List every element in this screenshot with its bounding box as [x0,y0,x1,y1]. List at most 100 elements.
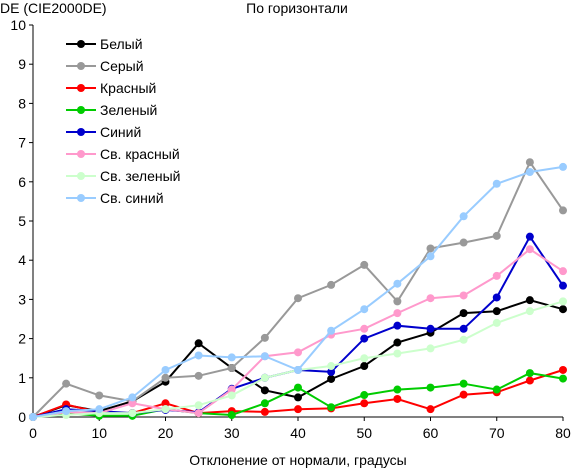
series-7-point [393,349,402,358]
series-8-point [128,393,137,402]
series-2-point [459,238,468,247]
series-6-point [426,294,435,303]
series-5-point [360,334,369,343]
y-tick-label: 10 [10,17,26,33]
series-1-point [559,305,567,314]
series-7-point [360,354,369,363]
series-1-point [294,393,302,402]
legend-swatch-marker [77,40,85,48]
series-5-point [492,293,501,302]
series-2-point [294,294,302,303]
series-8-point [194,351,203,360]
series-5-point [426,324,435,333]
series-2-point [393,297,402,306]
series-6-point [128,399,137,408]
series-3-point [260,407,269,416]
series-1-point [327,374,336,383]
series-2-point [426,244,435,253]
series-8-point [459,212,468,221]
series-6-point [559,267,567,276]
series-8-point [492,179,501,188]
series-5-point [559,281,567,290]
series-1-point [360,362,369,371]
series-7-point [426,344,435,353]
x-tick-label: 80 [555,425,571,441]
series-7-point [128,409,137,418]
y-tick-label: 4 [18,252,26,268]
series-6-point [525,245,534,254]
series-2-point [525,158,534,167]
legend-label: Св. красный [100,146,180,162]
series-2-point [260,333,269,342]
series-4-point [360,391,369,400]
series-7-point [559,297,567,306]
legend-label: Синий [100,124,141,140]
series-1-point [525,296,534,305]
series-3-point [294,405,302,414]
series-8-point [327,326,336,335]
y-tick-label: 2 [18,331,26,347]
series-8-point [161,365,170,374]
series-8-point [360,305,369,314]
series-4-point [559,374,567,383]
legend-swatch-marker [77,84,85,92]
series-7-point [161,405,170,414]
series-7-point [194,401,203,410]
legend-label: Зеленый [100,102,157,118]
series-8-point [559,162,567,171]
x-tick-label: 70 [489,425,505,441]
series-1-point [194,339,203,348]
legend-swatch-marker [77,62,85,70]
axis-ticks: 0 1 2 3 4 5 6 7 8 9 10 0 10 20 30 40 50 60 70 80 [10,17,571,441]
series-4-point [492,385,501,394]
y-axis-label: DE (CIE2000DE) [0,0,107,16]
series-3-point [360,399,369,408]
series-8-point [62,407,71,416]
x-tick-label: 40 [290,425,306,441]
series-8-point [227,353,236,362]
legend: Белый Серый Красный Зеленый Синий Св. красный… [66,36,180,206]
legend-swatch-marker [77,106,85,114]
series-3-point [161,399,170,408]
series-5-point [525,232,534,241]
y-tick-label: 1 [18,370,26,386]
legend-label: Св. зеленый [100,168,180,184]
series-3-point [459,390,468,399]
series-6-point [227,385,236,394]
series-6-point [492,271,501,280]
legend-label: Св. синий [100,190,164,206]
series-5-point [459,324,468,333]
series-2-point [161,373,170,382]
series-5-point [327,367,336,376]
series-6-point [294,348,302,357]
series-8-point [29,413,37,421]
legend-label: Серый [100,58,144,74]
y-tick-label: 8 [18,95,26,111]
x-tick-label: 60 [423,425,439,441]
series-3-point [393,394,402,403]
series-8-point [525,168,534,176]
legend-label: Белый [100,36,143,52]
series-4-point [393,385,402,394]
chart-title: По горизонтали [246,0,348,16]
x-tick-label: 20 [158,425,174,441]
series-5-point [393,321,402,330]
series-6-point [360,324,369,333]
legend-label: Красный [100,80,156,96]
y-tick-label: 5 [18,213,26,229]
series-4-point [459,379,468,388]
y-tick-label: 6 [18,174,26,190]
plot-area [29,158,567,421]
series-7-point [260,373,269,382]
series-2-point [95,391,104,400]
series-1-point [459,309,468,318]
series-1-point [492,307,501,316]
series-2-point [327,280,336,289]
series-7-point [459,335,468,344]
series-8-point [294,365,302,374]
series-6-point [194,409,203,418]
series-4-point [426,383,435,392]
y-tick-label: 3 [18,291,26,307]
x-tick-label: 0 [29,425,37,441]
